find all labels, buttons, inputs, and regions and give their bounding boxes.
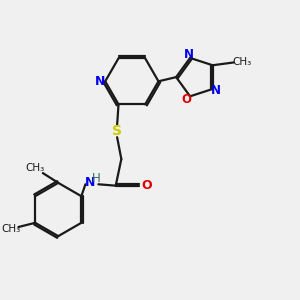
Text: H: H — [92, 172, 101, 184]
Text: O: O — [141, 179, 152, 192]
Text: O: O — [182, 93, 192, 106]
Text: N: N — [211, 84, 221, 97]
Text: N: N — [184, 48, 194, 61]
Text: N: N — [95, 75, 105, 88]
Text: N: N — [85, 176, 96, 188]
Text: CH₃: CH₃ — [1, 224, 20, 234]
Text: S: S — [112, 124, 122, 138]
Text: CH₃: CH₃ — [232, 58, 252, 68]
Text: CH₃: CH₃ — [26, 163, 45, 173]
